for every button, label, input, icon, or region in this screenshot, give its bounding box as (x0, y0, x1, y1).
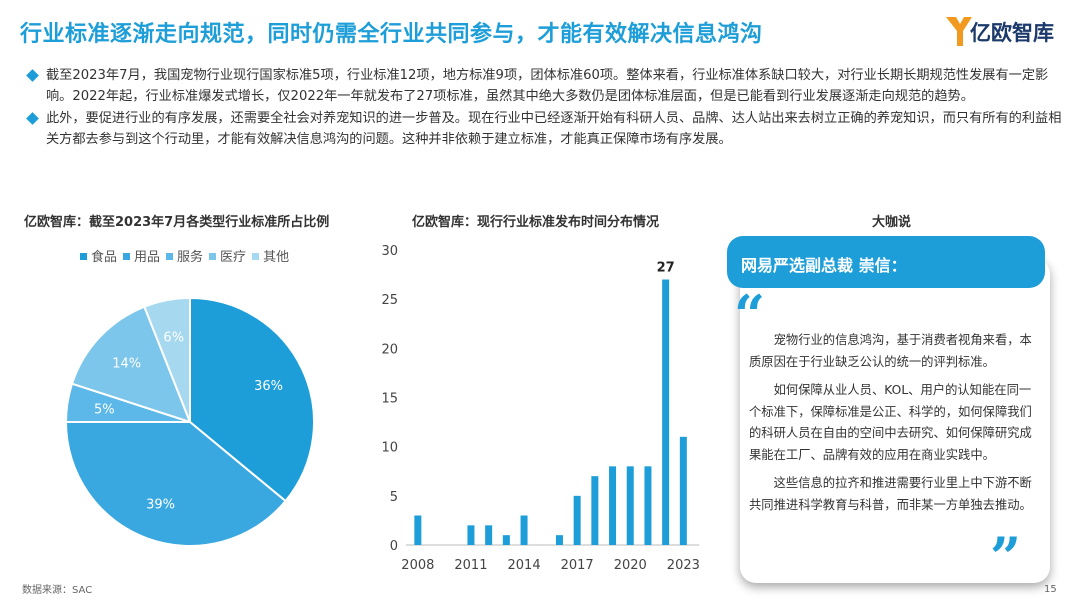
legend-label: 医疗 (220, 250, 247, 265)
legend-swatch (80, 253, 87, 260)
legend-label: 用品 (134, 250, 161, 265)
bar-2012 (485, 525, 493, 545)
bar-2016 (555, 535, 563, 545)
pie-value-label: 36% (254, 379, 283, 394)
quote-section-title: 大咖说 (872, 215, 912, 230)
pie-slice-用品 (64, 421, 287, 547)
bullet-item: 此外，要促进行业的有序发展，还需要全社会对养宠知识的进一步普及。现在行业中已经逐… (24, 109, 1064, 150)
bullet-list: 截至2023年7月，我国宠物行业现行国家标准5项，行业标准12项，地方标准9项，… (24, 66, 1064, 152)
bar-2014 (520, 515, 528, 545)
bar-2022 (662, 279, 670, 545)
legend-swatch (209, 253, 217, 260)
bar-2017 (573, 495, 581, 545)
y-tick-label: 0 (390, 539, 398, 554)
open-quote-icon: “ (734, 283, 766, 347)
pie-value-label: 14% (112, 357, 141, 372)
x-tick-label: 2011 (454, 558, 487, 573)
bar-chart-title: 亿欧智库：现行行业标准发布时间分布情况 (412, 215, 660, 230)
legend-swatch (252, 253, 260, 260)
bullet-item: 截至2023年7月，我国宠物行业现行国家标准5项，行业标准12项，地方标准9项，… (24, 66, 1064, 107)
legend-item: 用品 (123, 246, 160, 265)
y-tick-label: 15 (381, 392, 398, 407)
legend-swatch (123, 253, 131, 260)
diamond-bullet-icon (26, 69, 39, 82)
quote-speaker: 网易严选副总裁 崇信： (741, 256, 907, 275)
data-source: 数据来源：SAC (22, 585, 93, 596)
y-tick-label: 30 (381, 244, 398, 259)
x-tick-label: 2023 (667, 558, 700, 573)
pie-chart-title: 亿欧智库：截至2023年7月各类型行业标准所占比例 (24, 215, 330, 230)
legend-item: 医疗 (209, 246, 246, 265)
x-tick-label: 2008 (401, 558, 434, 573)
page-title: 行业标准逐渐走向规范，同时仍需全行业共同参与，才能有效解决信息鸿沟 (20, 22, 763, 47)
bar-chart: 0 5 10 15 20 25 30 2008 2011 2014 2017 2020 2023 27 (381, 244, 700, 573)
legend-label: 其他 (263, 250, 290, 265)
pie-slice-医疗 (70, 305, 192, 424)
pie-value-label: 39% (146, 498, 175, 513)
y-tick-label: 25 (381, 293, 398, 308)
quote-paragraph: 宠物行业的信息鸿沟，基于消费者视角来看，本质原因在于行业缺乏公认的统一的评判标准… (749, 333, 1032, 369)
quote-paragraph: 如何保障从业人员、KOL、用户的认知能在同一个标准下，保障标准是公正、科学的，如… (749, 383, 1032, 462)
quote-card (740, 258, 1050, 583)
legend-label: 服务 (177, 250, 204, 265)
bar-2021 (644, 466, 652, 545)
bullet-text: 此外，要促进行业的有序发展，还需要全社会对养宠知识的进一步普及。现在行业中已经逐… (46, 111, 1062, 147)
legend-swatch (166, 253, 174, 260)
bar-2008 (414, 515, 422, 545)
x-tick-label: 2017 (561, 558, 594, 573)
bar-2011 (467, 525, 475, 545)
bar-2023 (679, 436, 687, 545)
bar-2020 (626, 466, 634, 545)
quote-paragraph: 这些信息的拉齐和推进需要行业里上中下游不断共同推进科学教育与科普，而非某一方单独… (749, 476, 1032, 512)
y-tick-label: 20 (381, 342, 398, 357)
x-tick-label: 2014 (508, 558, 541, 573)
close-quote-icon: ” (990, 525, 1022, 589)
legend-label: 食品 (91, 250, 118, 265)
bar-data-label: 27 (657, 261, 675, 276)
pie-slice-食品 (189, 296, 315, 503)
diamond-bullet-icon (26, 112, 39, 125)
bar-2019 (609, 466, 617, 545)
logo-text: 亿欧智库 (970, 21, 1054, 45)
pie-value-label: 5% (94, 402, 115, 417)
x-tick-label: 2020 (614, 558, 647, 573)
bullet-text: 截至2023年7月，我国宠物行业现行国家标准5项，行业标准12项，地方标准9项，… (46, 68, 1049, 104)
page-number: 15 (1044, 584, 1057, 595)
pie-legend: 食品 用品 服务 医疗 其他 (80, 246, 295, 265)
legend-item: 食品 (80, 246, 117, 265)
quote-body: 宠物行业的信息鸿沟，基于消费者视角来看，本质原因在于行业缺乏公认的统一的评判标准… (749, 330, 1033, 523)
pie-value-label: 6% (163, 331, 184, 346)
y-tick-label: 5 (390, 490, 398, 505)
pie-slice-其他 (143, 296, 191, 423)
legend-item: 服务 (166, 246, 203, 265)
legend-item: 其他 (252, 246, 289, 265)
bar-2013 (502, 535, 510, 545)
yiou-logo-icon (946, 17, 972, 46)
bar-2018 (591, 476, 599, 545)
y-tick-label: 10 (381, 441, 398, 456)
quote-speaker-banner: 网易严选副总裁 崇信： (727, 236, 1045, 288)
pie-chart: 36% 39% 5% 14% 6% (64, 296, 315, 547)
